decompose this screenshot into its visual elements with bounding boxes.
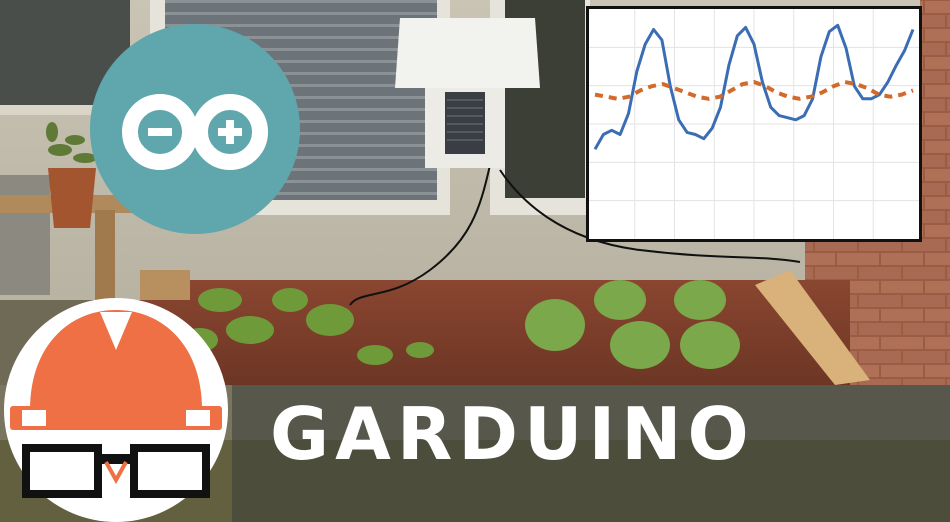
- raised-bed-wall-right: [755, 270, 870, 385]
- potted-plant: [46, 122, 97, 163]
- series-line-2: [594, 80, 914, 101]
- cilantro-plants: [525, 280, 740, 369]
- flower-pot: [48, 168, 96, 228]
- page-title: GARDUINO: [270, 392, 755, 476]
- sensor-enclosure: [395, 18, 540, 168]
- series-line-1: [593, 23, 915, 150]
- instructables-robot-icon: [4, 298, 228, 522]
- title-banner: [232, 385, 950, 522]
- chart-plot: [589, 9, 919, 239]
- cinder-block: [0, 175, 50, 295]
- sensor-cable: [349, 164, 491, 306]
- sensor-chart: [586, 6, 922, 242]
- arduino-logo-icon: [90, 24, 300, 234]
